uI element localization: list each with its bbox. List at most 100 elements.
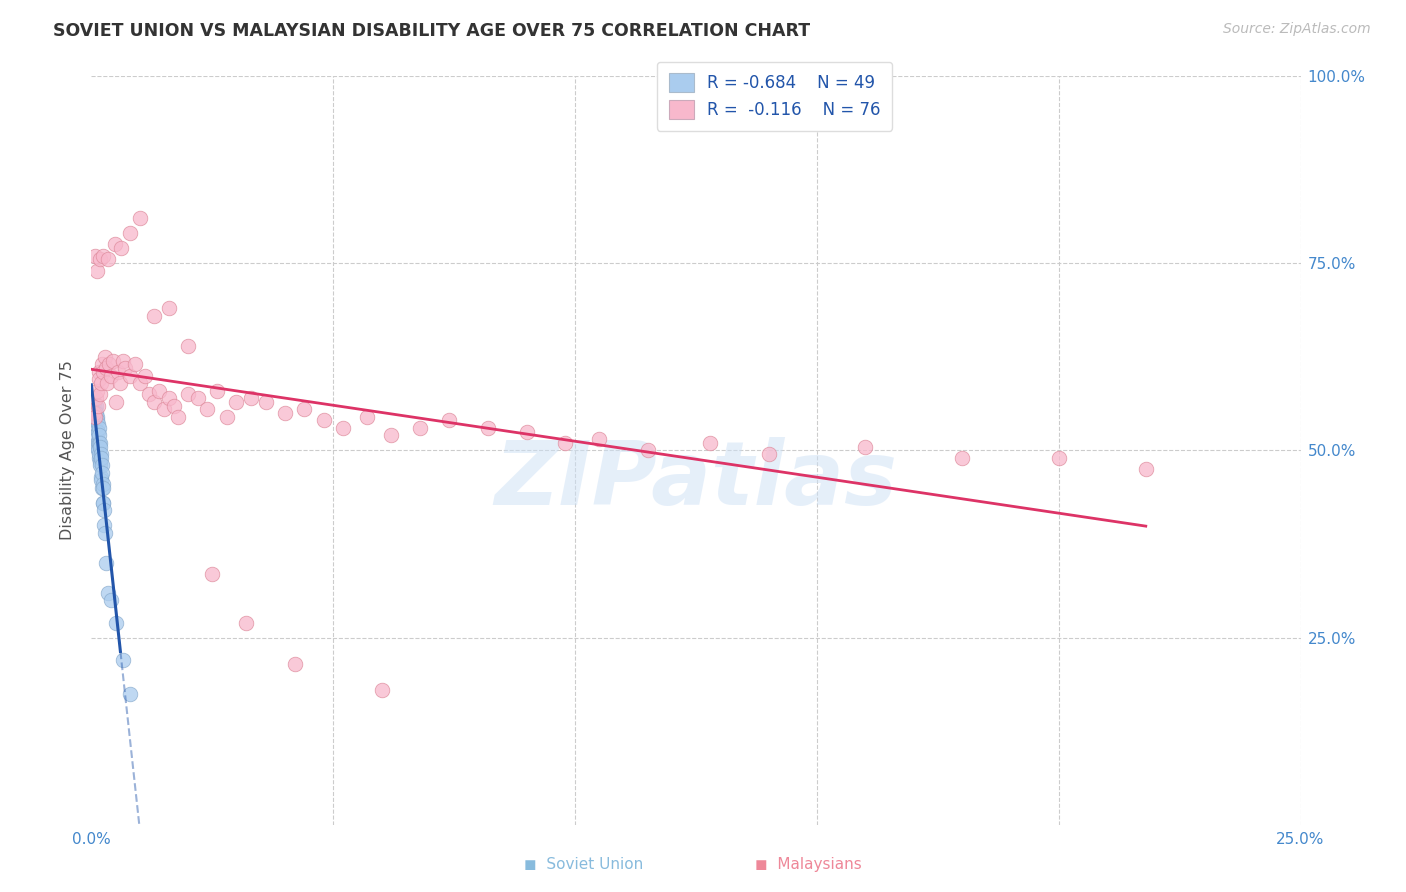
Point: [87, 450, 110, 465]
Point: [637, 443, 659, 458]
Point: [82, 406, 104, 420]
Point: [235, 615, 257, 630]
Point: [97, 357, 120, 371]
Point: [177, 338, 200, 352]
Point: [84, 409, 107, 424]
Point: [90, 450, 112, 465]
Point: [104, 615, 127, 630]
Text: Source: ZipAtlas.com: Source: ZipAtlas.com: [1223, 22, 1371, 37]
Point: [83, 413, 105, 427]
Point: [89, 447, 111, 461]
Point: [143, 309, 166, 323]
Point: [148, 384, 170, 398]
Point: [94, 525, 117, 540]
Point: [87, 443, 110, 458]
Point: [86, 413, 108, 427]
Text: SOVIET UNION VS MALAYSIAN DISABILITY AGE OVER 75 CORRELATION CHART: SOVIET UNION VS MALAYSIAN DISABILITY AGE…: [53, 22, 810, 40]
Point: [84, 421, 107, 435]
Point: [699, 436, 721, 450]
Point: [516, 425, 538, 439]
Point: [94, 556, 117, 570]
Point: [93, 496, 115, 510]
Point: [274, 406, 297, 420]
Point: [90, 474, 112, 488]
Point: [110, 241, 132, 255]
Point: [201, 567, 224, 582]
Point: [100, 593, 122, 607]
Point: [93, 249, 115, 263]
Point: [332, 421, 354, 435]
Point: [950, 450, 973, 465]
Point: [90, 447, 112, 461]
Point: [1135, 462, 1157, 476]
Point: [128, 376, 150, 390]
Point: [82, 399, 104, 413]
Point: [90, 469, 112, 483]
Y-axis label: Disability Age Over 75: Disability Age Over 75: [60, 360, 76, 541]
Point: [82, 391, 104, 405]
Point: [91, 357, 114, 371]
Point: [225, 394, 247, 409]
Point: [153, 402, 176, 417]
Point: [94, 361, 117, 376]
Point: [94, 350, 117, 364]
Point: [134, 368, 156, 383]
Point: [91, 481, 114, 495]
Point: [87, 421, 110, 435]
Point: [477, 421, 499, 435]
Point: [86, 436, 108, 450]
Point: [167, 409, 190, 424]
Point: [104, 237, 127, 252]
Point: [87, 365, 110, 379]
Point: [90, 458, 112, 473]
Point: [114, 361, 136, 376]
Point: [84, 249, 107, 263]
Point: [380, 428, 402, 442]
Point: [111, 653, 134, 667]
Point: [83, 409, 105, 424]
Point: [356, 409, 378, 424]
Point: [370, 683, 392, 698]
Point: [100, 368, 122, 383]
Point: [93, 365, 115, 379]
Point: [205, 384, 228, 398]
Point: [93, 518, 115, 533]
Point: [89, 458, 111, 473]
Point: [97, 586, 120, 600]
Point: [110, 376, 132, 390]
Point: [283, 657, 305, 671]
Point: [157, 301, 180, 315]
Point: [84, 402, 107, 417]
Point: [554, 436, 576, 450]
Point: [83, 402, 105, 417]
Point: [84, 406, 107, 420]
Point: [86, 384, 108, 398]
Point: [120, 226, 142, 240]
Point: [86, 409, 108, 424]
Text: ◼  Malaysians: ◼ Malaysians: [755, 857, 862, 872]
Point: [86, 436, 108, 450]
Point: [91, 477, 114, 491]
Point: [588, 432, 610, 446]
Point: [90, 376, 112, 390]
Text: ZIPatlas: ZIPatlas: [495, 437, 897, 524]
Point: [143, 394, 166, 409]
Point: [439, 413, 461, 427]
Point: [128, 211, 150, 226]
Point: [197, 402, 219, 417]
Point: [124, 357, 146, 371]
Point: [89, 440, 111, 454]
Point: [162, 399, 184, 413]
Point: [120, 687, 142, 701]
Point: [90, 481, 112, 495]
Point: [89, 252, 111, 267]
Point: [86, 417, 108, 432]
Point: [96, 376, 118, 390]
Text: ◼  Soviet Union: ◼ Soviet Union: [524, 857, 643, 872]
Point: [254, 394, 277, 409]
Legend: R = -0.684    N = 49, R =  -0.116    N = 76: R = -0.684 N = 49, R = -0.116 N = 76: [657, 62, 893, 130]
Point: [120, 368, 142, 383]
Point: [312, 413, 335, 427]
Point: [87, 399, 110, 413]
Point: [84, 428, 107, 442]
